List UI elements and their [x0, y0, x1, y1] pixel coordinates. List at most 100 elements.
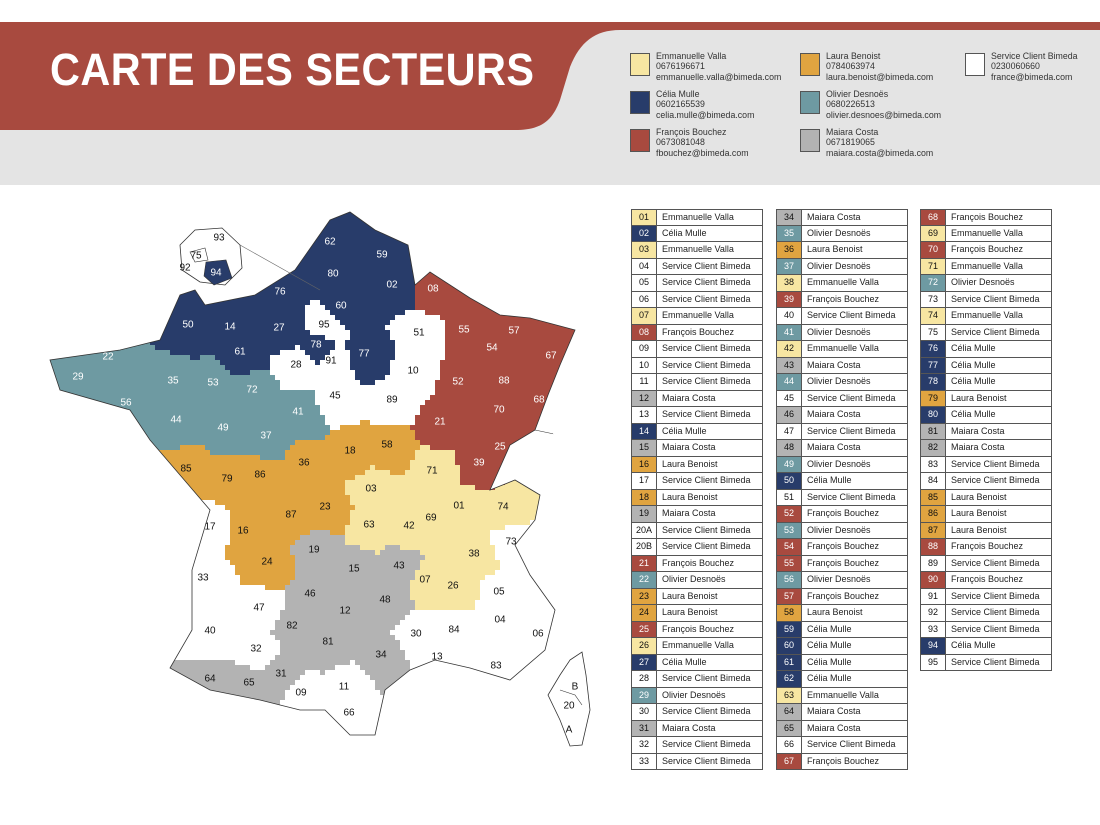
department-area-62	[325, 245, 331, 251]
department-area-80	[325, 265, 331, 271]
department-area-27	[285, 330, 291, 336]
department-area-22	[125, 325, 131, 331]
department-area-08	[475, 205, 481, 211]
department-area-57	[545, 290, 551, 296]
department-area-72	[265, 385, 271, 391]
department-area-14	[215, 295, 221, 301]
department-area-78	[320, 350, 326, 356]
department-area-22	[110, 335, 116, 341]
department-area-77	[375, 330, 381, 336]
department-area-57	[510, 330, 516, 336]
department-area-72	[265, 405, 271, 411]
department-area-51	[420, 330, 426, 336]
department-area-56	[110, 385, 116, 391]
department-area-59	[410, 215, 416, 221]
department-area-22	[85, 230, 91, 236]
department-area-21	[445, 405, 451, 411]
department-area-35	[190, 370, 196, 376]
department-area-89	[410, 400, 416, 406]
department-area-08	[495, 260, 501, 266]
department-area-22	[120, 315, 126, 321]
department-area-57	[565, 212, 571, 216]
department-area-50	[205, 350, 211, 356]
department-area-50	[130, 280, 136, 286]
department-area-28	[280, 385, 286, 391]
department-area-28	[275, 370, 281, 376]
department-area-76	[275, 300, 281, 306]
department-area-22	[80, 290, 86, 296]
department-area-67	[580, 310, 586, 316]
department-area-62	[315, 255, 321, 261]
department-area-67	[570, 305, 575, 311]
department-area-22	[115, 370, 121, 376]
department-area-76	[245, 295, 251, 301]
department-area-50	[125, 220, 131, 226]
department-area-08	[465, 265, 471, 271]
department-area-50	[165, 245, 171, 251]
department-area-35	[160, 360, 166, 366]
department-area-41	[310, 405, 316, 411]
department-area-77	[365, 355, 371, 361]
department-area-67	[585, 310, 591, 316]
department-area-22	[55, 275, 61, 281]
department-area-67	[575, 340, 581, 346]
department-area-59	[390, 245, 396, 251]
department-area-10	[390, 365, 396, 371]
department-area-53	[220, 370, 226, 376]
department-area-22	[95, 330, 101, 336]
department-area-54	[505, 355, 511, 361]
department-area-57	[535, 195, 541, 201]
department-area-57	[520, 250, 526, 256]
department-area-22	[95, 315, 101, 321]
department-area-77	[370, 340, 376, 346]
department-area-45	[315, 395, 321, 401]
department-area-91	[335, 370, 341, 376]
department-area-57	[585, 250, 591, 256]
department-area-22	[60, 260, 66, 266]
department-area-76	[235, 275, 241, 281]
department-area-62	[305, 205, 311, 211]
department-area-02	[365, 290, 371, 296]
department-area-08	[490, 220, 496, 226]
department-area-57	[565, 280, 571, 286]
department-area-95	[315, 315, 321, 321]
department-area-35	[150, 380, 156, 386]
department-area-22	[100, 270, 106, 276]
department-area-50	[180, 235, 186, 241]
department-area-62	[265, 212, 271, 216]
department-area-59	[400, 235, 406, 241]
department-area-08	[415, 275, 421, 281]
department-area-08	[515, 225, 521, 231]
department-area-57	[575, 195, 581, 201]
department-area-57	[550, 245, 556, 251]
department-area-60	[365, 295, 371, 301]
department-area-22	[85, 250, 91, 256]
department-area-62	[345, 235, 351, 241]
department-area-60	[345, 320, 351, 326]
department-area-59	[385, 190, 391, 196]
department-area-10	[410, 380, 416, 386]
department-area-22	[70, 200, 76, 206]
department-area-62	[345, 215, 351, 221]
department-area-08	[480, 250, 486, 256]
department-area-50	[150, 250, 156, 256]
department-area-57	[585, 200, 591, 206]
department-area-28	[310, 375, 316, 381]
department-area-57	[520, 295, 526, 301]
department-area-22	[125, 320, 131, 326]
department-area-51	[390, 335, 396, 341]
department-area-50	[110, 225, 116, 231]
department-area-52	[455, 385, 461, 391]
department-area-22	[105, 330, 111, 336]
department-area-72	[265, 400, 271, 406]
department-area-08	[490, 270, 496, 276]
department-area-22	[110, 380, 116, 386]
department-area-22	[70, 195, 76, 201]
department-area-76	[240, 285, 246, 291]
department-area-77	[375, 345, 381, 351]
department-area-90	[575, 405, 581, 411]
department-area-22	[55, 215, 61, 221]
department-area-89	[375, 390, 381, 396]
department-area-76	[225, 195, 231, 201]
department-area-08	[465, 245, 471, 251]
